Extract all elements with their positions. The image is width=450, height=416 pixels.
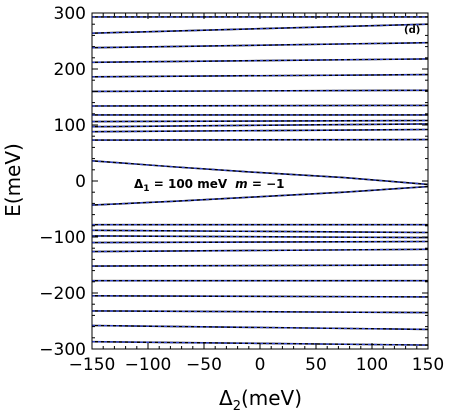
- y-axis-label: E(meV): [1, 143, 25, 217]
- y-tick-label: 200: [54, 60, 86, 80]
- x-tick-label: −100: [125, 355, 172, 375]
- series-dash-5: [91, 89, 429, 93]
- series-dash-23: [91, 324, 429, 331]
- series-dash-17: [91, 240, 429, 244]
- curves-group: [91, 16, 429, 346]
- series-dash-21: [91, 295, 429, 298]
- series-dash-2: [91, 42, 429, 49]
- x-tick-label: 50: [305, 355, 327, 375]
- series-dash-12: [91, 160, 429, 186]
- annotation-delta: Δ: [134, 177, 144, 191]
- annotation-delta-sub: 1: [143, 184, 149, 194]
- series-dash-6: [91, 104, 429, 107]
- series-dash-16: [91, 235, 429, 239]
- series-dash-8: [91, 119, 429, 123]
- x-ticks: −150 −100 −50 0 50 100 150: [69, 13, 444, 375]
- series-dash-18: [91, 248, 429, 253]
- series-dash-15: [91, 229, 429, 234]
- x-tick-label: 0: [255, 355, 266, 375]
- x-tick-label: 150: [412, 355, 444, 375]
- y-tick-label: 0: [75, 172, 86, 192]
- x-axis-label-sub: 2: [233, 399, 241, 414]
- series-dash-10: [91, 128, 429, 133]
- series-dash-13: [91, 185, 429, 206]
- y-ticks: −300 −200 −100 0 100 200 300: [39, 4, 428, 360]
- y-tick-label: 300: [54, 4, 86, 24]
- series-dash-19: [91, 264, 429, 267]
- x-axis-label-unit: (meV): [241, 386, 302, 410]
- y-tick-label: −200: [39, 284, 86, 304]
- series-dash-22: [91, 310, 429, 314]
- series-dash-4: [91, 73, 429, 78]
- x-axis-label-main: Δ: [219, 386, 233, 410]
- series-dash-1: [91, 23, 429, 34]
- x-tick-label: −50: [186, 355, 222, 375]
- annotation: Δ1 = 100 meV m = −1: [134, 177, 284, 194]
- panel-label: (d): [404, 25, 420, 36]
- y-tick-label: −100: [39, 228, 86, 248]
- x-tick-label: −150: [69, 355, 116, 375]
- y-tick-label: 100: [54, 116, 86, 136]
- annotation-m: m: [235, 177, 248, 191]
- x-axis-label: Δ2(meV): [219, 386, 302, 414]
- series-dash-3: [91, 58, 429, 63]
- x-tick-label: 100: [356, 355, 388, 375]
- annotation-delta-value: = 100 meV: [150, 177, 228, 191]
- annotation-m-value: = −1: [248, 177, 285, 191]
- y-tick-label: −300: [39, 340, 86, 360]
- series-dash-9: [91, 123, 429, 128]
- series-dash-11: [91, 138, 429, 141]
